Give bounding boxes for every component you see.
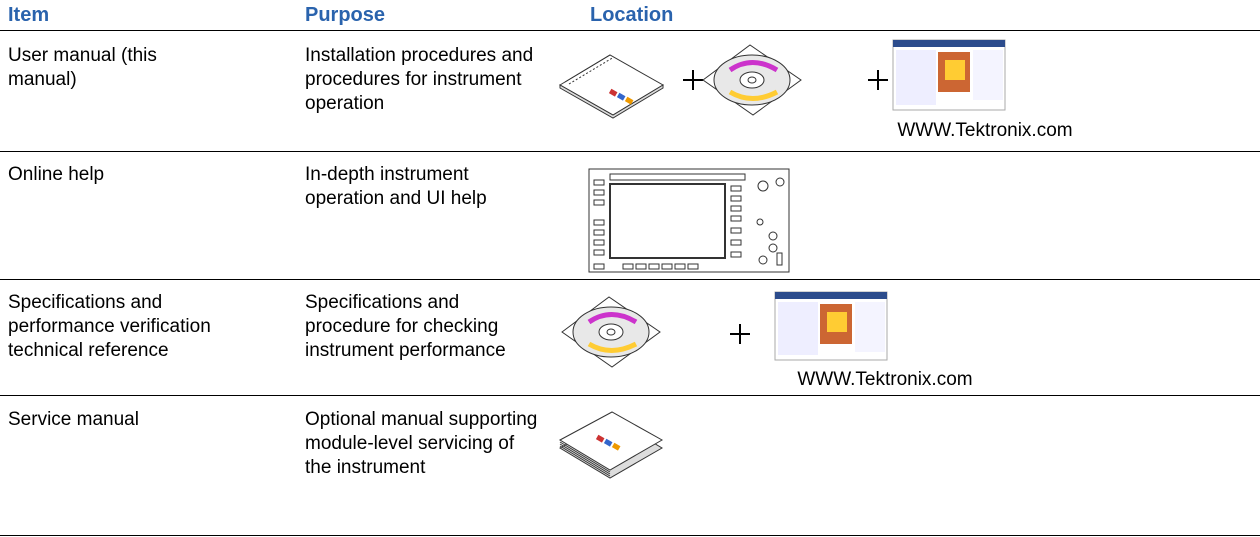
rule <box>0 30 1260 31</box>
purpose-cell: In-depth instrument operation and UI hel… <box>305 164 487 209</box>
item-cell: Service manual <box>8 409 139 430</box>
item-cell: Online help <box>8 164 105 185</box>
cd-icon <box>702 44 802 116</box>
plus <box>868 70 888 90</box>
column-header: Location <box>590 4 674 26</box>
purpose-cell: Specifications and procedure for checkin… <box>305 292 506 361</box>
location-icons <box>561 291 888 368</box>
manual-icon <box>559 54 664 119</box>
rule <box>0 535 1260 536</box>
cd-icon <box>561 296 661 368</box>
website-thumbnail <box>774 291 888 361</box>
plus <box>683 70 703 90</box>
instrument-panel-icon <box>588 168 790 273</box>
item-cell: User manual (this manual) <box>8 45 157 90</box>
rule <box>0 279 1260 280</box>
website-thumbnail <box>892 39 1006 111</box>
rule <box>0 395 1260 396</box>
rule <box>0 151 1260 152</box>
purpose-cell: Optional manual supporting module-level … <box>305 409 538 478</box>
manual-stack-icon <box>558 411 664 479</box>
column-header: Item <box>8 4 50 26</box>
item-cell: Specifications and performance verificat… <box>8 292 211 361</box>
location-icons <box>559 39 1006 119</box>
plus <box>730 324 750 344</box>
column-header: Purpose <box>305 4 386 26</box>
location-caption: WWW.Tektronix.com <box>897 120 1073 141</box>
location-caption: WWW.Tektronix.com <box>797 369 973 390</box>
purpose-cell: Installation procedures and procedures f… <box>305 45 534 114</box>
